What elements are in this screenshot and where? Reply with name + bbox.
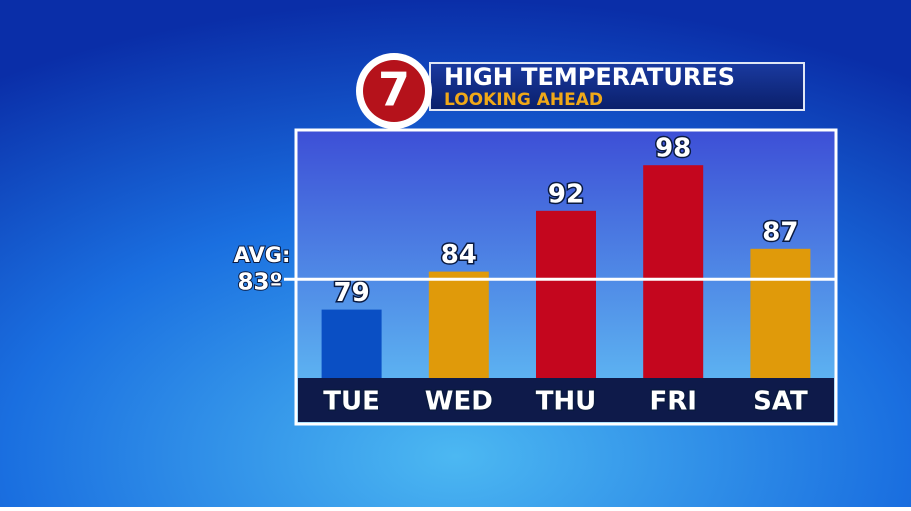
value-label: 84	[441, 240, 477, 270]
average-label: AVG:	[234, 243, 291, 267]
x-tick-label: WED	[425, 387, 493, 417]
value-label: 87	[762, 217, 798, 247]
bar	[536, 210, 596, 378]
x-tick-label: THU	[536, 387, 597, 417]
chart-title: HIGH TEMPERATURES	[444, 63, 735, 91]
chart-subtitle: LOOKING AHEAD	[444, 90, 603, 110]
bar	[321, 309, 382, 378]
x-tick-label: SAT	[753, 387, 808, 417]
value-label: 79	[334, 278, 370, 308]
bar	[643, 165, 704, 378]
average-value-label: 83º	[238, 270, 283, 296]
category-strip	[298, 378, 834, 422]
value-label: 98	[655, 134, 691, 164]
bar	[428, 271, 489, 378]
value-label: 92	[548, 179, 584, 209]
x-tick-label: FRI	[649, 387, 696, 417]
logo-disc	[363, 60, 425, 122]
bar	[750, 248, 811, 378]
x-tick-label: TUE	[323, 387, 380, 417]
logo: 7	[378, 63, 410, 117]
